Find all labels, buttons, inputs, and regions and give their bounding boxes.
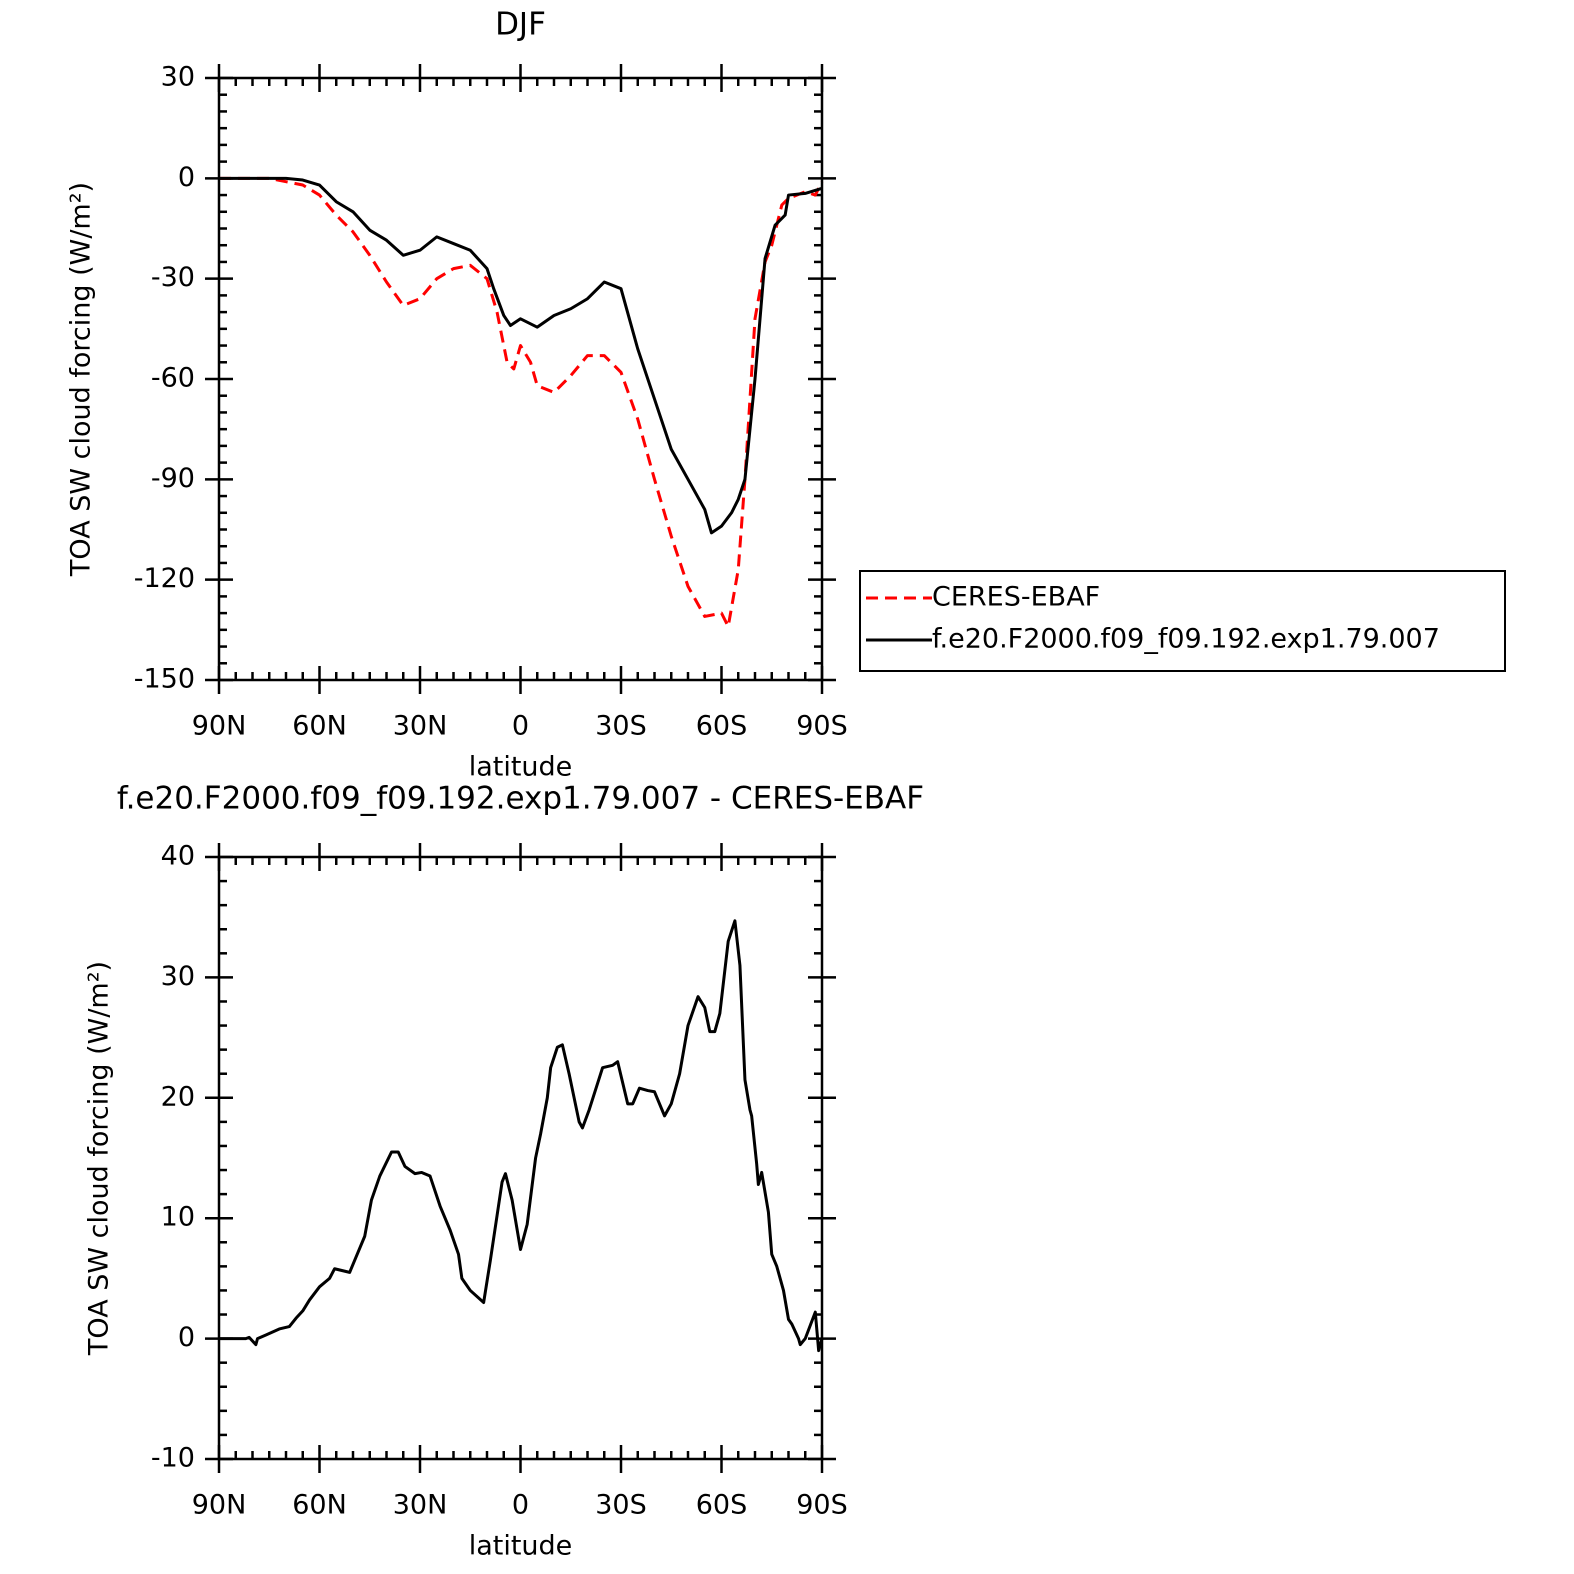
x-tick-label: 90N bbox=[192, 711, 247, 742]
x-axis-label: latitude bbox=[469, 752, 573, 783]
legend: CERES-EBAF f.e20.F2000.f09_f09.192.exp1.7… bbox=[859, 570, 1506, 672]
x-tick-label: 0 bbox=[512, 1490, 529, 1521]
legend-box bbox=[859, 570, 1506, 672]
x-tick-label: 60S bbox=[696, 711, 748, 742]
x-tick-label: 90S bbox=[796, 711, 848, 742]
x-tick-label: 90N bbox=[192, 1490, 247, 1521]
chart-title: DJF bbox=[495, 7, 546, 43]
x-tick-label: 90S bbox=[796, 1490, 848, 1521]
y-tick-label: 30 bbox=[161, 62, 195, 93]
y-axis-label: TOA SW cloud forcing (W/m²) bbox=[84, 961, 115, 1356]
data-line bbox=[219, 176, 824, 628]
y-tick-label: -120 bbox=[134, 563, 195, 594]
y-tick-label: 30 bbox=[161, 961, 195, 992]
y-tick-label: -90 bbox=[151, 463, 195, 494]
x-tick-label: 0 bbox=[512, 711, 529, 742]
y-tick-label: -60 bbox=[151, 363, 195, 394]
y-tick-label: 20 bbox=[161, 1081, 195, 1112]
y-tick-label: -150 bbox=[134, 664, 195, 695]
x-tick-label: 30N bbox=[393, 1490, 448, 1521]
x-tick-label: 30S bbox=[595, 711, 647, 742]
y-tick-label: -10 bbox=[151, 1443, 195, 1474]
plot-frame bbox=[217, 855, 824, 1461]
data-line bbox=[219, 176, 823, 535]
chart-title: f.e20.F2000.f09_f09.192.exp1.79.007 - CE… bbox=[117, 781, 924, 817]
x-tick-label: 60S bbox=[696, 1490, 748, 1521]
x-tick-label: 60N bbox=[292, 1490, 347, 1521]
data-line bbox=[219, 919, 824, 1353]
x-tick-label: 60N bbox=[292, 711, 347, 742]
legend-label: f.e20.F2000.f09_f09.192.exp1.79.007 bbox=[932, 624, 1440, 655]
x-axis-label: latitude bbox=[469, 1531, 573, 1562]
y-tick-label: 0 bbox=[178, 162, 195, 193]
x-tick-label: 30N bbox=[393, 711, 448, 742]
x-tick-label: 30S bbox=[595, 1490, 647, 1521]
y-axis-label: TOA SW cloud forcing (W/m²) bbox=[66, 182, 97, 577]
y-tick-label: 40 bbox=[161, 841, 195, 872]
y-tick-label: 0 bbox=[178, 1322, 195, 1353]
y-tick-label: 10 bbox=[161, 1202, 195, 1233]
plot-frame bbox=[217, 76, 824, 682]
y-tick-label: -30 bbox=[151, 262, 195, 293]
legend-label: CERES-EBAF bbox=[932, 582, 1100, 613]
